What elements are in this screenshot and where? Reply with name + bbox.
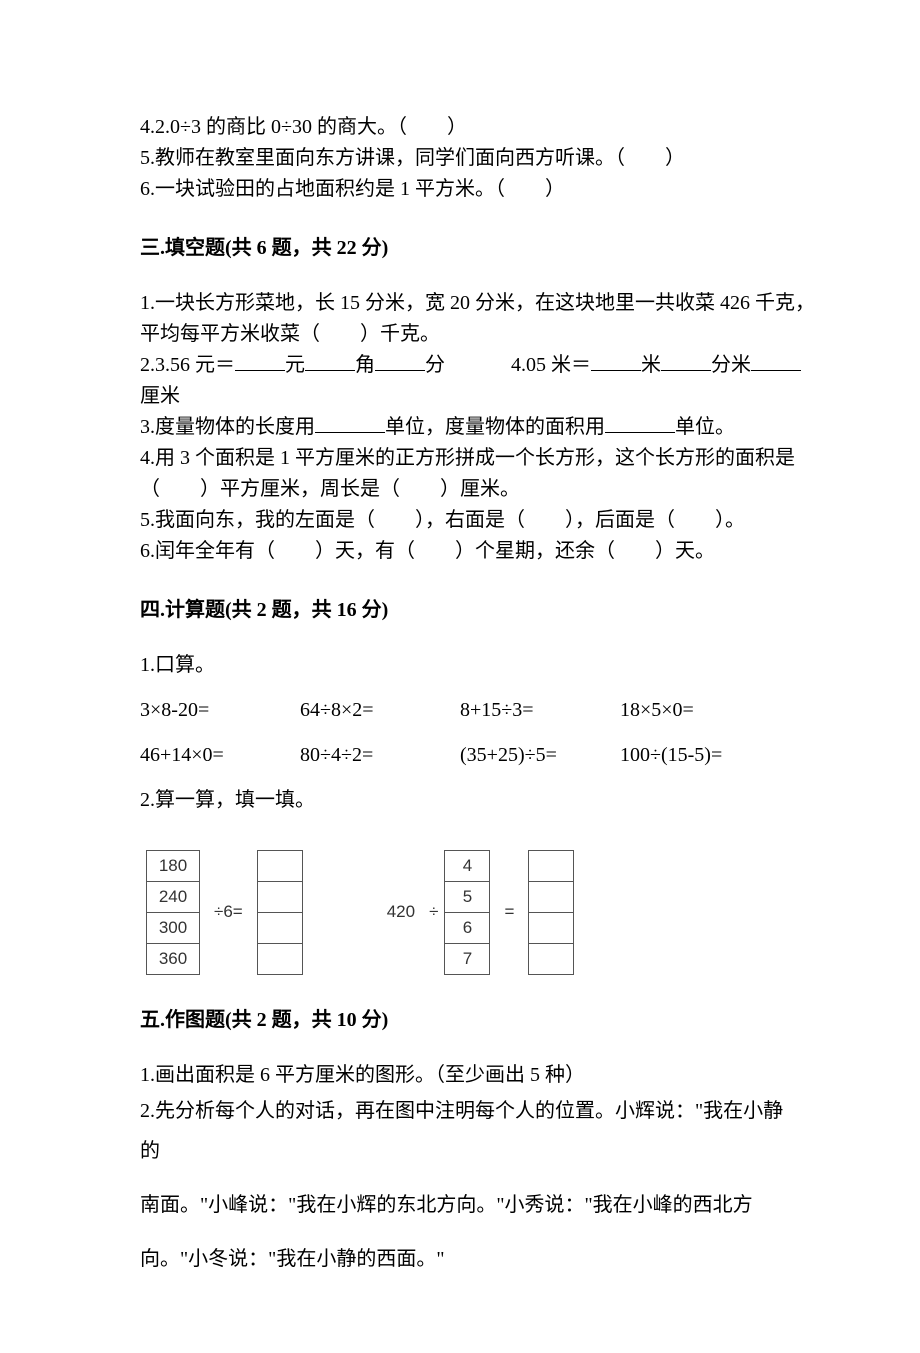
diagram-cell: 360 [147,944,200,975]
calc-q1-label: 1.口算。 [140,650,790,681]
diagram-empty-cell [529,944,574,975]
fill-q2-mid: 4.05 米＝ [511,354,591,376]
diagram-cell: 5 [445,882,490,913]
judgement-item-5: 5.教师在教室里面向东方讲课，同学们面向西方听课。（ ） [140,143,790,174]
fill-q3-a: 3.度量物体的长度用 [140,416,315,438]
blank [305,350,355,371]
draw-q2-line3: 向。"小冬说："我在小静的西面。" [140,1239,790,1279]
page-root: 4.2.0÷3 的商比 0÷30 的商大。（ ） 5.教师在教室里面向东方讲课，… [0,0,920,1353]
fill-q3: 3.度量物体的长度用 单位，度量物体的面积用 单位。 [140,412,790,443]
fill-q2-mi: 米 [641,354,661,376]
diagram-empty-cell [257,882,302,913]
diagram-left-result-table [257,850,303,975]
fill-q2-line1: 2.3.56 元＝ 元 角 分 4.05 米＝ 米 分米 [140,350,790,381]
fill-q3-c: 单位。 [675,416,735,438]
diagram-empty-cell [529,913,574,944]
diagram-cell: 240 [147,882,200,913]
fill-q2-dm: 分米 [711,354,751,376]
fill-q2-jiao: 角 [355,354,375,376]
section-4-header: 四.计算题(共 2 题，共 16 分) [140,595,790,626]
diagram-right-result-table [528,850,574,975]
judgement-item-6: 6.一块试验田的占地面积约是 1 平方米。（ ） [140,174,790,205]
judgement-item-4: 4.2.0÷3 的商比 0÷30 的商大。（ ） [140,112,790,143]
diagram-op2: ÷ [429,899,444,925]
fill-q2-prefix: 2.3.56 元＝ [140,354,235,376]
diagram-const: 420 [373,899,429,925]
diagram-cell: 300 [147,913,200,944]
calc-expr: 80÷4÷2= [300,740,460,771]
diagram-cell: 180 [147,851,200,882]
diagram-op1: ÷6= [200,899,257,925]
fill-q1-line2: 平均每平方米收菜（ ）千克。 [140,319,790,350]
diagram-cell: 4 [445,851,490,882]
calc-expr: 8+15÷3= [460,695,620,726]
calc-expr: 64÷8×2= [300,695,460,726]
calc-expr: 3×8-20= [140,695,300,726]
calc-expr: 18×5×0= [620,695,780,726]
fill-q6: 6.闰年全年有（ ）天，有（ ）个星期，还余（ ）天。 [140,536,790,567]
diagram-empty-cell [529,882,574,913]
calc-row-2: 46+14×0= 80÷4÷2= (35+25)÷5= 100÷(15-5)= [140,740,780,771]
calc-expr: (35+25)÷5= [460,740,620,771]
draw-q1: 1.画出面积是 6 平方厘米的图形。（至少画出 5 种） [140,1060,790,1091]
draw-q2: 2.先分析每个人的对话，再在图中注明每个人的位置。小辉说："我在小静的 南面。"… [140,1091,790,1279]
fill-q2-line2: 厘米 [140,381,790,412]
diagram-mid-table: 4 5 6 7 [444,850,490,975]
section-5-header: 五.作图题(共 2 题，共 10 分) [140,1005,790,1036]
fill-q2-yuan: 元 [285,354,305,376]
diagram-empty-cell [257,913,302,944]
diagram-left-table: 180 240 300 360 [146,850,200,975]
blank [235,350,285,371]
fill-q4-line1: 4.用 3 个面积是 1 平方厘米的正方形拼成一个长方形，这个长方形的面积是 [140,443,790,474]
fill-q2-fen: 分 [425,354,445,376]
blank [751,350,801,371]
diagram-op3: = [490,899,528,925]
blank [375,350,425,371]
blank [661,350,711,371]
calc-q2-label: 2.算一算，填一填。 [140,785,790,816]
draw-q2-line1: 2.先分析每个人的对话，再在图中注明每个人的位置。小辉说："我在小静的 [140,1091,790,1171]
calc-expr: 46+14×0= [140,740,300,771]
blank [315,412,385,433]
diagram-empty-cell [529,851,574,882]
draw-q2-line2: 南面。"小峰说："我在小辉的东北方向。"小秀说："我在小峰的西北方 [140,1185,790,1225]
calc-diagram: 180 240 300 360 ÷6= 420 ÷ 4 5 6 7 = [140,850,790,975]
fill-q4-line2: （ ）平方厘米，周长是（ ）厘米。 [140,474,790,505]
diagram-empty-cell [257,851,302,882]
diagram-empty-cell [257,944,302,975]
calc-expr: 100÷(15-5)= [620,740,780,771]
blank [591,350,641,371]
diagram-cell: 6 [445,913,490,944]
diagram-cell: 7 [445,944,490,975]
fill-q1-line1: 1.一块长方形菜地，长 15 分米，宽 20 分米，在这块地里一共收菜 426 … [140,288,790,319]
blank [605,412,675,433]
section-3-header: 三.填空题(共 6 题，共 22 分) [140,233,790,264]
fill-q3-b: 单位，度量物体的面积用 [385,416,605,438]
fill-q5: 5.我面向东，我的左面是（ ），右面是（ ），后面是（ ）。 [140,505,790,536]
calc-row-1: 3×8-20= 64÷8×2= 8+15÷3= 18×5×0= [140,695,780,726]
